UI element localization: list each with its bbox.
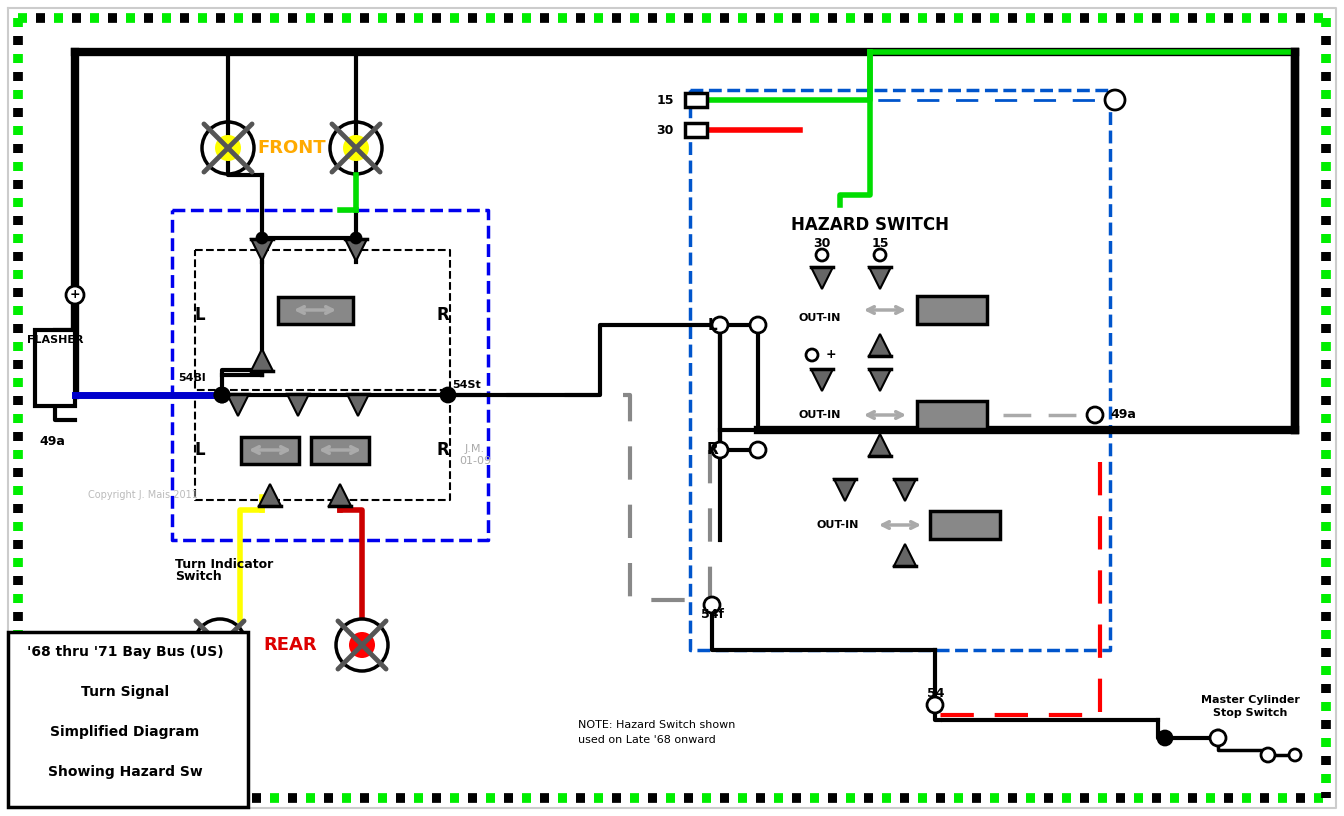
Text: '68 thru '71 Bay Bus (US): '68 thru '71 Bay Bus (US) (27, 645, 223, 659)
Text: OUT-IN: OUT-IN (798, 410, 841, 420)
Circle shape (816, 249, 828, 261)
Circle shape (712, 317, 728, 333)
Bar (930, 511, 1000, 539)
Text: Stop Switch: Stop Switch (1212, 708, 1288, 718)
Bar (8, 632, 249, 807)
Text: 54f: 54f (700, 608, 723, 621)
Circle shape (927, 697, 943, 713)
Circle shape (1159, 731, 1172, 745)
Text: R: R (437, 441, 449, 459)
Circle shape (1261, 748, 1275, 762)
Text: +: + (827, 348, 836, 361)
Bar (310, 437, 370, 463)
Text: 54Bl: 54Bl (179, 373, 206, 383)
Circle shape (215, 388, 228, 402)
Text: OUT-IN: OUT-IN (798, 313, 841, 323)
Text: REAR: REAR (263, 636, 317, 654)
Circle shape (704, 597, 720, 613)
Circle shape (351, 233, 362, 243)
Circle shape (1289, 749, 1301, 761)
Polygon shape (259, 484, 281, 506)
Bar (277, 296, 352, 323)
Text: Showing Hazard Sw: Showing Hazard Sw (47, 765, 203, 779)
Text: +: + (70, 289, 81, 301)
Circle shape (874, 249, 886, 261)
Circle shape (207, 632, 233, 658)
Circle shape (343, 135, 370, 161)
Text: 54St: 54St (452, 380, 481, 390)
Text: OUT-IN: OUT-IN (817, 520, 859, 530)
Text: FRONT: FRONT (258, 139, 327, 157)
Text: R: R (437, 306, 449, 324)
Polygon shape (345, 239, 367, 261)
Circle shape (257, 233, 267, 243)
Circle shape (194, 619, 246, 671)
Bar (35, 330, 75, 406)
Circle shape (349, 632, 375, 658)
Text: Turn Indicator: Turn Indicator (175, 558, 273, 571)
Bar (241, 437, 298, 463)
Polygon shape (870, 267, 891, 289)
Text: Turn Signal: Turn Signal (81, 685, 169, 699)
Text: L: L (707, 317, 716, 332)
Text: R: R (706, 442, 718, 458)
Circle shape (331, 122, 382, 174)
Circle shape (441, 388, 456, 402)
Circle shape (202, 122, 254, 174)
Circle shape (1105, 90, 1125, 110)
Text: 15: 15 (656, 94, 673, 107)
Circle shape (750, 317, 766, 333)
Bar (917, 296, 986, 324)
Circle shape (336, 619, 388, 671)
Text: Master Cylinder: Master Cylinder (1200, 695, 1300, 705)
Circle shape (215, 135, 241, 161)
Polygon shape (870, 434, 891, 456)
Polygon shape (835, 479, 856, 501)
Polygon shape (227, 394, 249, 416)
Text: Simplified Diagram: Simplified Diagram (50, 725, 200, 739)
Text: 30: 30 (657, 123, 673, 136)
Text: FLASHER: FLASHER (27, 335, 83, 345)
Polygon shape (810, 369, 833, 391)
Text: 54: 54 (927, 687, 945, 700)
Text: Copyright J. Mais 2011: Copyright J. Mais 2011 (87, 490, 198, 500)
Bar (685, 93, 707, 107)
Polygon shape (251, 349, 273, 371)
Polygon shape (251, 239, 273, 261)
Text: used on Late '68 onward: used on Late '68 onward (578, 735, 716, 745)
Text: HAZARD SWITCH: HAZARD SWITCH (792, 216, 949, 234)
Polygon shape (894, 479, 917, 501)
Text: Switch: Switch (175, 570, 222, 583)
Text: 15: 15 (871, 237, 888, 250)
Text: L: L (195, 441, 206, 459)
Circle shape (806, 349, 818, 361)
Polygon shape (870, 334, 891, 356)
Polygon shape (870, 369, 891, 391)
Circle shape (66, 286, 83, 304)
Bar (685, 123, 707, 137)
Polygon shape (894, 544, 917, 566)
Text: 30: 30 (813, 237, 831, 250)
Polygon shape (288, 394, 309, 416)
Circle shape (1087, 407, 1103, 423)
Text: J.M.
01-09: J.M. 01-09 (458, 444, 491, 466)
Text: 49a: 49a (39, 435, 65, 448)
Bar (917, 401, 986, 429)
Circle shape (215, 388, 228, 402)
Polygon shape (810, 267, 833, 289)
Text: 49a: 49a (1110, 409, 1136, 422)
Circle shape (1210, 730, 1226, 746)
Polygon shape (329, 484, 351, 506)
Circle shape (712, 442, 728, 458)
Circle shape (750, 442, 766, 458)
Text: L: L (195, 306, 206, 324)
Polygon shape (347, 394, 370, 416)
Text: NOTE: Hazard Switch shown: NOTE: Hazard Switch shown (578, 720, 735, 730)
